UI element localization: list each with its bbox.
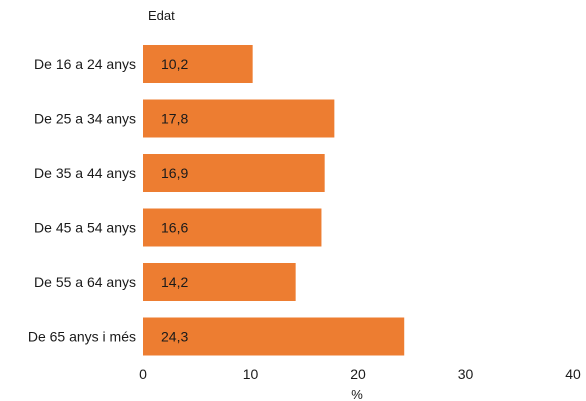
category-label-5: De 55 a 64 anys — [34, 274, 136, 290]
bar-1 — [143, 45, 253, 83]
bar-2 — [143, 99, 335, 138]
data-label-4: 16,6 — [161, 220, 188, 236]
x-tick-label-30: 30 — [458, 366, 474, 382]
bar-5 — [143, 263, 296, 301]
chart-title: Edat — [148, 8, 175, 23]
category-label-4: De 45 a 54 anys — [34, 220, 136, 236]
bars-layer: 10,2 17,8 16,9 16,6 14,2 24,3 — [143, 45, 405, 356]
x-tick-label-20: 20 — [350, 366, 366, 382]
category-label-6: De 65 anys i més — [28, 329, 136, 345]
category-label-3: De 35 a 44 anys — [34, 165, 136, 181]
data-label-5: 14,2 — [161, 274, 188, 290]
bar-6 — [143, 317, 405, 356]
data-label-1: 10,2 — [161, 56, 188, 72]
data-label-6: 24,3 — [161, 329, 188, 345]
data-label-3: 16,9 — [161, 165, 188, 181]
x-axis-ticks: 0 10 20 30 40 — [139, 366, 581, 382]
bar-3 — [143, 154, 325, 192]
data-label-2: 17,8 — [161, 111, 188, 127]
x-tick-label-40: 40 — [565, 366, 581, 382]
bar-4 — [143, 208, 322, 247]
category-labels: De 16 a 24 anys De 25 a 34 anys De 35 a 44… — [28, 56, 136, 345]
x-axis-label: % — [351, 387, 363, 401]
x-tick-label-10: 10 — [243, 366, 259, 382]
x-tick-label-0: 0 — [139, 366, 147, 382]
category-label-1: De 16 a 24 anys — [34, 56, 136, 72]
category-label-2: De 25 a 34 anys — [34, 111, 136, 127]
